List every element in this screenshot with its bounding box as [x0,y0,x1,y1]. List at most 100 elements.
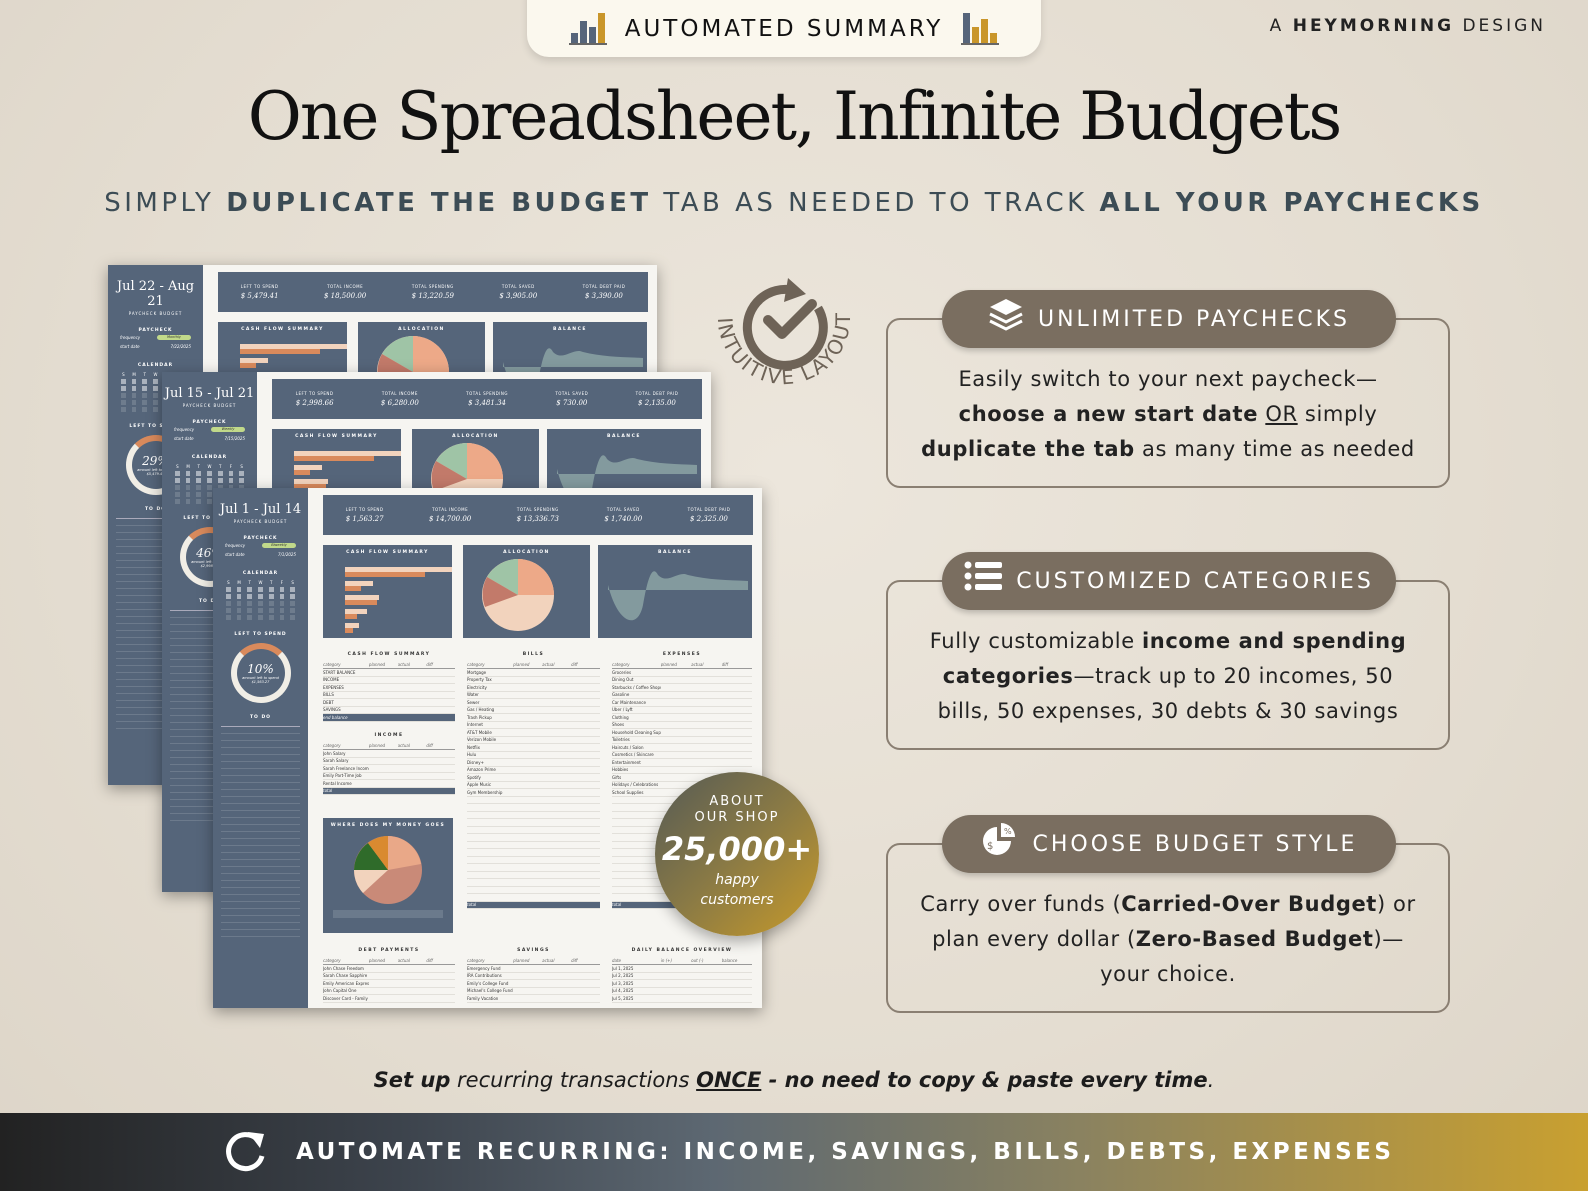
todo-line[interactable] [116,701,195,708]
todo-line[interactable] [221,825,300,832]
calendar-day [196,499,202,504]
cash-flow-bar [345,572,425,577]
todo-line[interactable] [221,755,300,762]
todo-line[interactable] [170,639,249,646]
todo-line[interactable] [116,568,195,575]
todo-line[interactable] [170,758,249,765]
todo-line[interactable] [221,818,300,825]
todo-line[interactable] [221,860,300,867]
todo-line[interactable] [170,723,249,730]
frequency-dropdown[interactable]: Monthly [157,335,191,340]
todo-line[interactable] [221,797,300,804]
todo-line[interactable] [170,611,249,618]
todo-line[interactable] [116,589,195,596]
todo-line[interactable] [221,832,300,839]
todo-line[interactable] [221,881,300,888]
todo-line[interactable] [221,762,300,769]
todo-line[interactable] [170,807,249,814]
todo-line[interactable] [221,923,300,930]
todo-line[interactable] [170,751,249,758]
todo-line[interactable] [221,846,300,853]
todo-line[interactable] [116,666,195,673]
todo-line[interactable] [221,804,300,811]
todo-line[interactable] [116,554,195,561]
todo-line[interactable] [170,737,249,744]
todo-line[interactable] [170,730,249,737]
todo-line[interactable] [170,681,249,688]
todo-line[interactable] [170,765,249,772]
todo-line[interactable] [221,748,300,755]
todo-line[interactable] [170,646,249,653]
todo-line[interactable] [221,874,300,881]
todo-line[interactable] [170,695,249,702]
todo-line[interactable] [221,909,300,916]
todo-line[interactable] [116,561,195,568]
todo-line[interactable] [170,716,249,723]
todo-line[interactable] [116,526,195,533]
todo-line[interactable] [221,895,300,902]
todo-line[interactable] [116,645,195,652]
todo-line[interactable] [221,853,300,860]
todo-line[interactable] [221,811,300,818]
todo-line[interactable] [116,694,195,701]
todo-line[interactable] [170,653,249,660]
todo-line[interactable] [221,776,300,783]
empty-row [467,887,600,894]
todo-line[interactable] [116,687,195,694]
todo-line[interactable] [221,867,300,874]
todo-line[interactable] [116,638,195,645]
todo-line[interactable] [221,769,300,776]
todo-line[interactable] [116,708,195,715]
todo-line[interactable] [170,688,249,695]
todo-line[interactable] [116,680,195,687]
todo-line[interactable] [116,652,195,659]
frequency-dropdown[interactable]: Weekly [211,427,245,432]
todo-line[interactable] [116,715,195,722]
todo-line[interactable] [170,618,249,625]
todo-line[interactable] [170,772,249,779]
todo-line[interactable] [116,722,195,729]
todo-line[interactable] [221,790,300,797]
todo-line[interactable] [221,916,300,923]
todo-line[interactable] [116,610,195,617]
todo-line[interactable] [221,902,300,909]
todo-line[interactable] [221,839,300,846]
todo-line[interactable] [170,744,249,751]
todo-line[interactable] [116,533,195,540]
todo-line[interactable] [170,793,249,800]
todo-line[interactable] [170,660,249,667]
start-date-value[interactable]: 7/22/2025 [170,344,191,349]
todo-line[interactable] [170,709,249,716]
todo-line[interactable] [170,667,249,674]
todo-line[interactable] [221,888,300,895]
cash-flow-table: CASH FLOW SUMMARY category planned actual di… [323,652,455,722]
todo-line[interactable] [170,786,249,793]
todo-line[interactable] [116,519,195,526]
todo-line[interactable] [170,632,249,639]
todo-line[interactable] [170,814,249,821]
todo-line[interactable] [221,741,300,748]
todo-line[interactable] [116,624,195,631]
todo-line[interactable] [116,547,195,554]
todo-line[interactable] [170,702,249,709]
todo-line[interactable] [116,617,195,624]
todo-line[interactable] [221,930,300,937]
todo-line[interactable] [170,674,249,681]
todo-line[interactable] [116,540,195,547]
todo-line[interactable] [170,779,249,786]
todo-line[interactable] [170,625,249,632]
start-date-value[interactable]: 7/15/2025 [224,436,245,441]
todo-line[interactable] [116,673,195,680]
todo-line[interactable] [221,727,300,734]
todo-line[interactable] [221,783,300,790]
todo-line[interactable] [116,596,195,603]
todo-line[interactable] [116,631,195,638]
todo-line[interactable] [116,603,195,610]
todo-line[interactable] [221,734,300,741]
frequency-dropdown[interactable]: Biweekly [262,543,296,548]
start-date-value[interactable]: 7/1/2025 [278,552,296,557]
todo-line[interactable] [170,800,249,807]
todo-line[interactable] [116,575,195,582]
todo-line[interactable] [116,582,195,589]
todo-line[interactable] [116,659,195,666]
